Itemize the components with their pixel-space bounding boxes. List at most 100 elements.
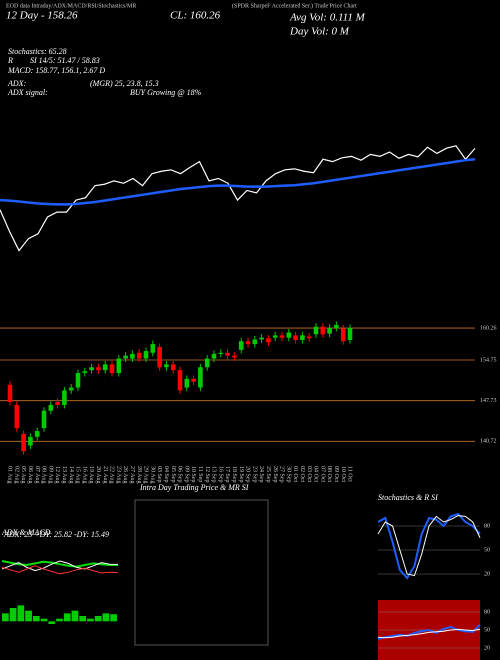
macd-bar bbox=[2, 613, 9, 622]
candle-body bbox=[170, 364, 176, 371]
macd-bar bbox=[32, 616, 40, 622]
candle-body bbox=[272, 335, 278, 338]
indicator-line bbox=[377, 623, 481, 640]
y-tick-label: 50 bbox=[484, 547, 490, 553]
x-tick-label: 13 Sep bbox=[211, 466, 217, 483]
candle-body bbox=[347, 328, 353, 341]
candle-body bbox=[28, 436, 33, 446]
candle-body bbox=[55, 402, 60, 405]
x-tick-label: 26 Sep bbox=[272, 466, 278, 483]
x-tick-label: 08 Oct bbox=[326, 466, 332, 482]
candle-body bbox=[300, 335, 305, 341]
candle-body bbox=[266, 338, 271, 343]
candle-body bbox=[177, 370, 183, 391]
x-tick-label: 19 Aug bbox=[88, 466, 94, 484]
x-tick-label: 06 Sep bbox=[177, 466, 183, 483]
x-tick-label: 24 Sep bbox=[258, 466, 264, 483]
indicator-line bbox=[377, 628, 481, 639]
candle-body bbox=[48, 404, 54, 411]
x-tick-label: 07 Aug bbox=[34, 466, 40, 484]
macd-bar bbox=[25, 610, 32, 622]
candle-body bbox=[279, 335, 285, 338]
x-tick-label: 11 Sep bbox=[197, 466, 203, 482]
candle-body bbox=[150, 344, 156, 353]
candle-body bbox=[211, 353, 217, 359]
panel-title: ADX & MACD bbox=[1, 528, 51, 537]
x-tick-label: 23 Aug bbox=[115, 466, 121, 484]
candle-body bbox=[68, 387, 74, 391]
stochastics: Stochastics: 65.28 bbox=[8, 47, 67, 56]
candle-body bbox=[89, 367, 94, 371]
candle-body bbox=[198, 367, 203, 388]
y-tick-label: 147.73 bbox=[480, 398, 497, 404]
x-tick-label: 11 Oct bbox=[347, 466, 353, 482]
macd-bar bbox=[56, 618, 63, 622]
candle-body bbox=[184, 378, 190, 388]
indicator-line bbox=[377, 515, 481, 577]
candle-body bbox=[218, 352, 224, 354]
adx: ADX: bbox=[7, 79, 27, 88]
x-tick-label: 16 Sep bbox=[217, 466, 223, 483]
x-tick-label: 01 Oct bbox=[292, 466, 298, 482]
x-tick-label: 01 Aug bbox=[7, 466, 13, 484]
macd-bar bbox=[71, 610, 79, 622]
x-tick-label: 20 Aug bbox=[95, 466, 101, 484]
x-tick-label: 18 Sep bbox=[231, 466, 237, 483]
x-tick-label: 03 Sep bbox=[156, 466, 162, 483]
x-tick-label: 17 Sep bbox=[224, 466, 230, 483]
x-tick-label: 19 Sep bbox=[238, 466, 244, 483]
macd-bar bbox=[63, 613, 71, 622]
panel-title: Stochastics & R SI bbox=[378, 493, 438, 502]
candle-body bbox=[62, 390, 67, 405]
x-tick-label: 10 Sep bbox=[190, 466, 196, 483]
x-tick-label: 12 Aug bbox=[54, 466, 60, 484]
header-text: (SPDR SharpeF Accelerated Ser.) Trade Pr… bbox=[232, 2, 357, 9]
x-tick-label: 29 Aug bbox=[143, 466, 149, 484]
macd-bar bbox=[40, 618, 48, 622]
x-tick-label: 05 Sep bbox=[170, 466, 176, 483]
x-tick-label: 30 Sep bbox=[285, 466, 291, 483]
ma-line bbox=[0, 157, 476, 206]
candle-body bbox=[313, 326, 319, 335]
macd-bar bbox=[102, 613, 110, 622]
candle-body bbox=[232, 355, 237, 358]
indicator-line bbox=[1, 560, 119, 572]
x-tick-label: 02 Aug bbox=[13, 466, 19, 484]
candle-body bbox=[225, 352, 230, 356]
candle-body bbox=[34, 431, 40, 437]
y-tick-label: 80 bbox=[484, 523, 490, 529]
x-tick-label: 02 Oct bbox=[299, 466, 305, 482]
avg-volume: Avg Vol: 0.111 M bbox=[289, 12, 366, 24]
adx-values: (MGR) 25, 23.8, 15.3 bbox=[90, 79, 159, 88]
rsi: SI 14/5: 51.47 / 58.83 bbox=[30, 56, 100, 65]
indicator-line bbox=[1, 565, 119, 575]
candle-body bbox=[157, 346, 162, 368]
candle-body bbox=[334, 324, 339, 328]
candle-body bbox=[238, 341, 244, 350]
y-tick-label: 20 bbox=[484, 571, 490, 577]
x-tick-label: 30 Aug bbox=[149, 466, 155, 484]
candle-body bbox=[41, 410, 47, 429]
candle-body bbox=[286, 332, 292, 338]
x-tick-label: 25 Sep bbox=[265, 466, 271, 483]
macd-bar bbox=[9, 608, 17, 622]
x-tick-label: 15 Aug bbox=[75, 466, 81, 484]
y-tick-label: 80 bbox=[484, 609, 490, 615]
candle-body bbox=[327, 327, 332, 334]
x-tick-label: 09 Oct bbox=[333, 466, 339, 482]
x-tick-label: 20 Sep bbox=[245, 466, 251, 483]
candle-body bbox=[7, 384, 13, 403]
x-tick-label: 27 Aug bbox=[129, 466, 135, 484]
x-tick-label: 10 Oct bbox=[340, 466, 346, 482]
x-tick-label: 04 Oct bbox=[313, 466, 319, 482]
panel-title: Intra Day Trading Price & MR SI bbox=[139, 483, 249, 492]
indicator-line bbox=[377, 512, 481, 580]
y-tick-label: 160.26 bbox=[480, 325, 497, 331]
y-tick-label: 20 bbox=[484, 645, 490, 651]
close-price: CL: 160.26 bbox=[170, 10, 221, 22]
x-tick-label: 23 Sep bbox=[251, 466, 257, 483]
header-text: 12 Day - 158.26 bbox=[6, 10, 78, 22]
y-tick-label: 154.75 bbox=[480, 357, 497, 363]
x-tick-label: 26 Aug bbox=[122, 466, 128, 484]
